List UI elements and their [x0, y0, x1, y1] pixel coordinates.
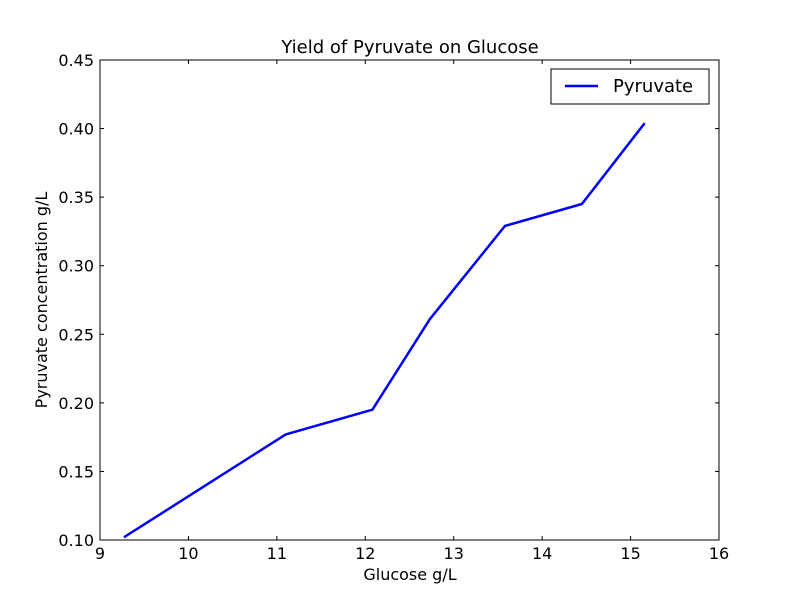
x-tick-label: 15 [620, 544, 640, 563]
x-tick-label: 16 [709, 544, 729, 563]
y-tick-label: 0.25 [58, 325, 94, 344]
y-tick-label: 0.30 [58, 257, 94, 276]
plot-area: 9 10 11 12 13 14 15 16 0.10 0.15 0.20 0.25 0.30 0.35 0… [58, 51, 729, 563]
y-tick-label: 0.35 [58, 188, 94, 207]
axes-frame [99, 59, 720, 541]
x-tick-label: 9 [95, 544, 105, 563]
legend: Pyruvate [550, 68, 710, 105]
x-tick-label: 12 [355, 544, 375, 563]
chart-title: Yield of Pyruvate on Glucose [280, 37, 538, 58]
series-line-pyruvate [123, 122, 646, 539]
y-tick-label: 0.10 [58, 531, 94, 550]
x-tick-label: 14 [532, 544, 552, 563]
y-axis-label: Pyruvate concentration g/L [32, 192, 51, 409]
y-tick-label: 0.20 [58, 394, 94, 413]
y-tick-label: 0.40 [58, 120, 94, 139]
x-axis-label: Glucose g/L [363, 565, 456, 584]
y-tick-label: 0.45 [58, 51, 94, 70]
x-tick-label: 13 [444, 544, 464, 563]
x-tick-label: 10 [178, 544, 198, 563]
legend-label: Pyruvate [613, 76, 693, 97]
x-tick-label: 11 [267, 544, 287, 563]
y-tick-label: 0.15 [58, 462, 94, 481]
